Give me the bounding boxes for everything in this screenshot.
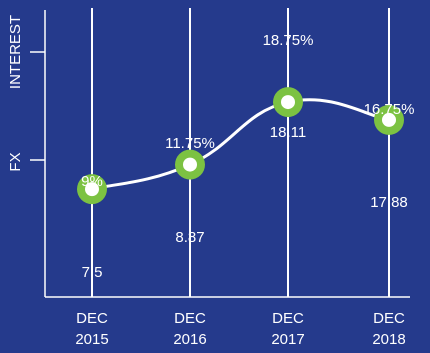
y-axis-labels: INTEREST FX	[7, 15, 24, 172]
x-tick-labels: DEC 2015 DEC 2016 DEC 2017 DEC 2018	[75, 310, 405, 348]
data-label-interest-3: 16.75%	[364, 101, 415, 118]
data-point-center-2	[281, 95, 295, 110]
x-tick-month-3: DEC	[373, 310, 405, 327]
data-labels: 9% 11.75% 18.75% 16.75% 7.5 8.87 18.11 17.88	[81, 32, 414, 281]
data-point-center-1	[183, 157, 197, 172]
x-tick-year-3: 2018	[372, 331, 405, 348]
markers	[77, 87, 404, 205]
data-label-interest-0: 9%	[81, 173, 103, 190]
y-axis-label-interest: INTEREST	[7, 15, 24, 89]
x-tick-month-2: DEC	[272, 310, 304, 327]
x-tick-year-2: 2017	[271, 331, 304, 348]
data-point-center-3	[382, 112, 396, 127]
data-label-fx-3: 17.88	[370, 194, 408, 211]
series-line-interest	[91, 98, 390, 191]
data-label-fx-1: 8.87	[175, 229, 204, 246]
axes	[30, 10, 410, 298]
x-tick-year-1: 2016	[173, 331, 206, 348]
series-line	[91, 98, 390, 191]
data-point-center-0	[85, 182, 99, 197]
data-label-fx-2: 18.11	[270, 124, 306, 141]
data-label-interest-2: 18.75%	[263, 32, 314, 49]
data-label-fx-0: 7.5	[82, 264, 103, 281]
x-tick-month-0: DEC	[76, 310, 108, 327]
x-tick-year-0: 2015	[75, 331, 108, 348]
data-label-interest-1: 11.75%	[165, 135, 215, 152]
grid-lines	[91, 8, 390, 297]
x-tick-month-1: DEC	[174, 310, 206, 327]
y-axis-label-fx: FX	[7, 152, 24, 171]
